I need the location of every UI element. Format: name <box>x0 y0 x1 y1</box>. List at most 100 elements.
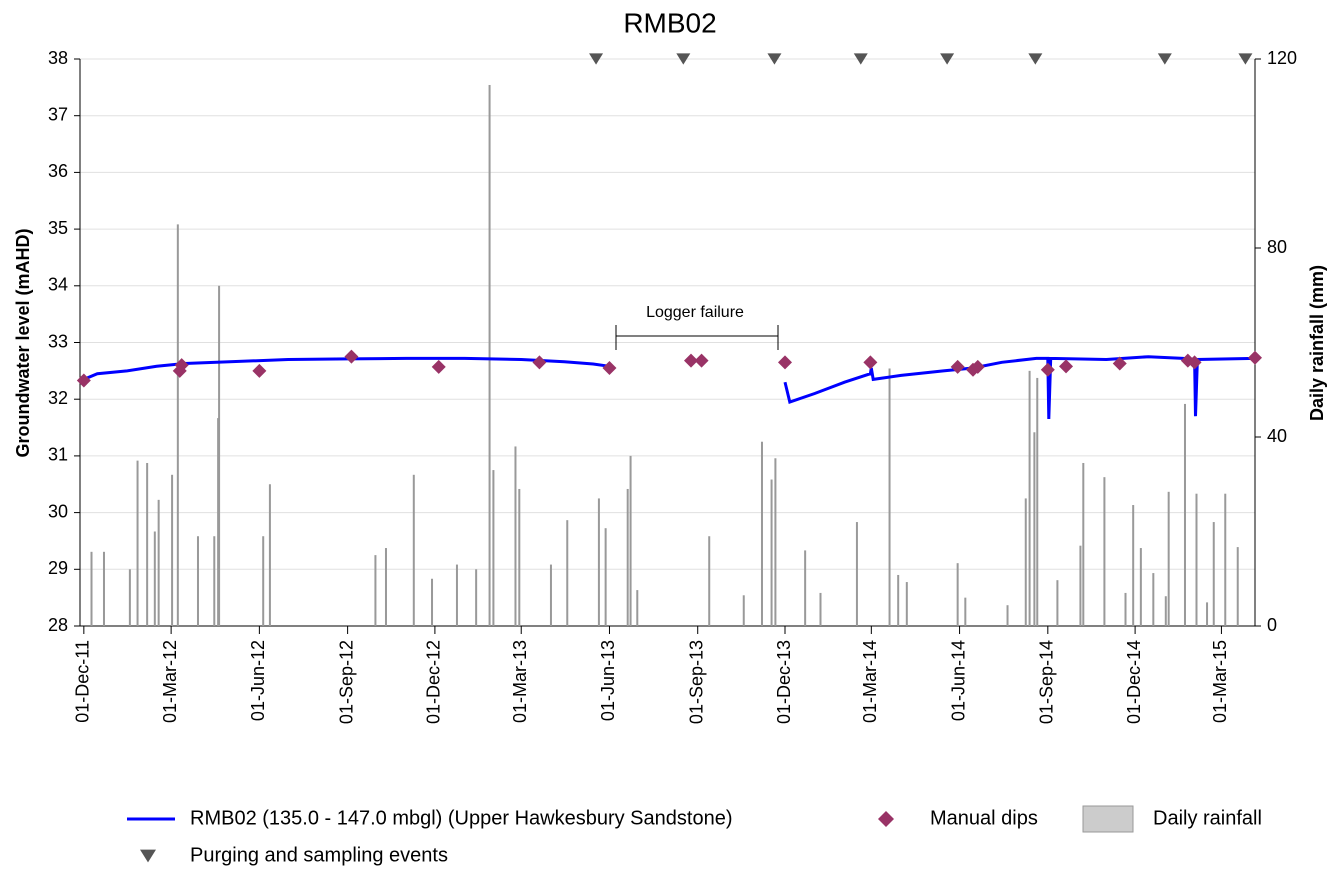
y2-tick-label: 40 <box>1267 426 1287 446</box>
legend-label: Manual dips <box>930 807 1038 829</box>
manual-dip <box>174 358 189 373</box>
rain-bar <box>384 548 387 626</box>
rain-bar <box>770 479 773 626</box>
manual-dip <box>1248 350 1262 365</box>
rain-bar <box>1079 545 1082 626</box>
rain-bar <box>146 462 149 626</box>
rain-bar <box>136 460 139 626</box>
rain-bar <box>196 536 199 626</box>
rain-bar <box>549 564 552 626</box>
x-tick-label: 01-Dec-12 <box>424 640 444 724</box>
rain-bar <box>1103 477 1106 626</box>
manual-dip <box>532 355 547 370</box>
rain-bar <box>1195 493 1198 626</box>
rain-bar <box>1139 548 1142 626</box>
rain-bar <box>597 498 600 626</box>
rain-bar <box>774 458 777 626</box>
sampling-event <box>1157 53 1172 65</box>
rain-bar <box>742 595 745 626</box>
y-tick-label: 30 <box>48 501 68 521</box>
rain-bar <box>262 536 265 626</box>
rain-bar <box>90 551 93 626</box>
rain-bar <box>431 578 434 626</box>
x-tick-label: 01-Sep-13 <box>686 640 706 724</box>
y-tick-label: 34 <box>48 275 68 295</box>
rain-bar <box>626 488 629 626</box>
sampling-event <box>940 53 955 65</box>
rain-bar <box>1082 462 1085 626</box>
y-tick-label: 35 <box>48 218 68 238</box>
rain-bar <box>636 590 639 626</box>
x-tick-label: 01-Dec-13 <box>774 640 794 724</box>
rain-bar <box>1212 522 1215 626</box>
y2-tick-label: 120 <box>1267 48 1297 68</box>
rain-bar <box>964 597 967 626</box>
legend-label: Purging and sampling events <box>190 844 448 866</box>
x-tick-label: 01-Mar-12 <box>160 640 180 723</box>
rain-bar <box>518 488 521 626</box>
manual-dip <box>252 363 267 378</box>
chart-title: RMB02 <box>623 7 716 38</box>
sampling-event <box>1028 53 1043 65</box>
rain-bar <box>604 528 607 626</box>
rain-bar <box>412 474 415 626</box>
rain-bar <box>1028 370 1031 626</box>
rain-bar <box>629 455 632 626</box>
sampling-event <box>676 53 691 65</box>
rain-bar <box>492 470 495 626</box>
manual-dip <box>1059 359 1074 374</box>
sampling-event <box>853 53 868 65</box>
rain-bar <box>157 499 160 626</box>
manual-dip <box>1187 355 1202 370</box>
annotation: Logger failure <box>646 304 744 321</box>
manual-dip <box>76 373 91 388</box>
legend-swatch <box>140 849 156 863</box>
rain-bar <box>760 441 763 626</box>
y-tick-label: 28 <box>48 615 68 635</box>
x-tick-label: 01-Dec-14 <box>1124 640 1144 724</box>
x-tick-label: 01-Jun-12 <box>248 640 268 721</box>
rain-bar <box>1152 573 1155 626</box>
y-tick-label: 37 <box>48 104 68 124</box>
rain-bar <box>1167 491 1170 626</box>
rain-bar <box>1236 547 1239 626</box>
y-tick-label: 38 <box>48 48 68 68</box>
rain-bar <box>1206 602 1209 626</box>
y-tick-label: 31 <box>48 445 68 465</box>
rain-bar <box>153 531 156 626</box>
legend-swatch <box>1082 805 1134 833</box>
rain-bar <box>374 555 377 626</box>
legend-swatch <box>878 811 894 827</box>
legend-label: Daily rainfall <box>1153 807 1262 829</box>
sampling-event <box>1238 53 1253 65</box>
rain-bar <box>268 484 271 626</box>
manual-dip <box>778 355 792 370</box>
rain-bar <box>475 569 478 626</box>
manual-dip <box>970 359 985 374</box>
x-tick-label: 01-Mar-14 <box>860 640 880 723</box>
rain-bar <box>102 551 105 626</box>
rain-bar <box>128 569 131 626</box>
rain-bar <box>1164 596 1167 626</box>
rain-bar <box>855 522 858 626</box>
rain-bar <box>1132 505 1135 626</box>
rain-bar <box>897 574 900 626</box>
x-tick-label: 01-Jun-14 <box>948 640 968 721</box>
rain-bar <box>1056 580 1059 626</box>
sampling-event <box>589 53 604 65</box>
x-tick-label: 01-Dec-11 <box>73 640 93 723</box>
rain-bar <box>956 563 959 626</box>
rain-bar <box>1006 605 1009 626</box>
rain-bar <box>1024 498 1027 626</box>
rain-bar <box>455 564 458 626</box>
manual-dip <box>431 359 446 374</box>
y-tick-label: 33 <box>48 331 68 351</box>
rain-bar <box>819 592 822 626</box>
manual-dip <box>602 361 617 376</box>
rain-bar <box>1224 493 1227 626</box>
rain-bar <box>905 582 908 626</box>
y2-tick-label: 0 <box>1267 615 1277 635</box>
rain-bar <box>1036 377 1039 626</box>
manual-dip <box>1040 362 1055 377</box>
